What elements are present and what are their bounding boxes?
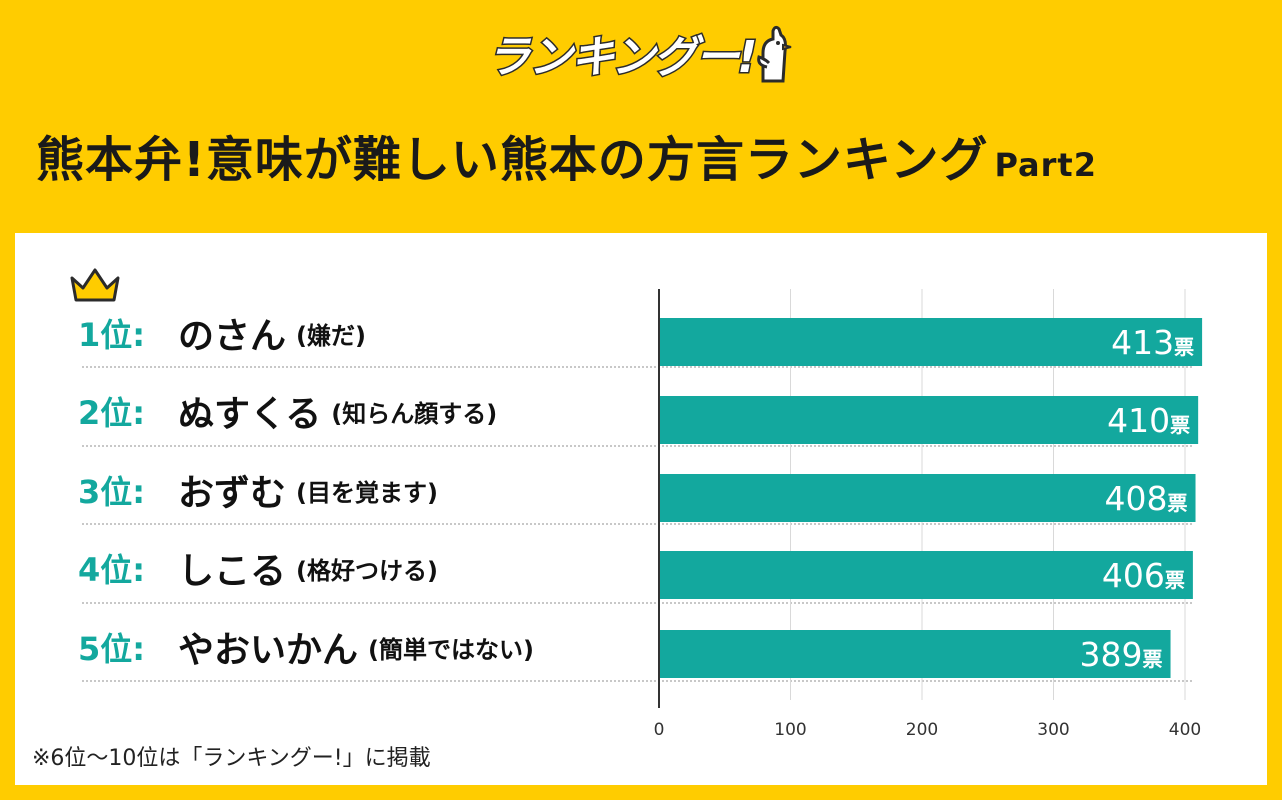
x-tick-label: 400 [1169,720,1201,740]
ranking-row-2: 2位: ぬすくる (知らん顔する) [78,372,497,450]
x-tick-label: 300 [1037,720,1069,740]
rank-label: 1位: [78,316,146,354]
dialect-meaning: (目を覚ます) [296,478,438,507]
footnote: ※6位〜10位は「ランキングー!」に掲載 [32,746,431,771]
title-main: 熊本弁!意味が難しい熊本の方言ランキング [36,132,989,188]
dialect-word: のさん [178,316,287,357]
bar [659,474,1196,522]
rank-label: 2位: [78,394,146,432]
title-suffix: Part2 [994,146,1097,184]
bar [659,630,1171,678]
row-divider [82,680,1192,682]
bar [659,318,1203,366]
crown-icon [70,268,120,302]
bar [659,551,1193,599]
row-divider [82,602,1192,604]
dialect-word: ぬすくる [178,394,322,435]
dialect-word: やおいかん [178,630,359,671]
logo: ランキングー! [0,18,1282,88]
x-tick-label: 0 [654,720,665,740]
chick-mascot-icon [757,25,792,83]
ranking-row-1: 1位: のさん (嫌だ) [78,294,366,372]
dialect-meaning: (嫌だ) [296,321,366,350]
row-divider [82,366,1192,368]
dialect-word: おずむ [178,473,287,514]
rank-label: 3位: [78,473,146,511]
bar-value-label: 413票 [1111,323,1194,362]
ranking-row-5: 5位: やおいかん (簡単ではない) [78,608,534,686]
ranking-row-4: 4位: しこる (格好つける) [78,529,438,607]
dialect-meaning: (格好つける) [296,556,438,585]
rank-label: 4位: [78,551,146,589]
dialect-meaning: (知らん顔する) [331,399,498,428]
row-divider [82,445,1192,447]
bar-value-label: 410票 [1107,401,1190,440]
rank-label: 5位: [78,630,146,668]
bar-value-label: 389票 [1080,635,1163,674]
ranking-row-3: 3位: おずむ (目を覚ます) [78,451,438,529]
bar [659,396,1199,444]
bar-value-label: 408票 [1105,479,1188,518]
x-tick-label: 200 [906,720,938,740]
logo-text: ランキングー! [485,31,759,85]
page-title: 熊本弁!意味が難しい熊本の方言ランキング Part2 [36,120,1097,190]
dialect-meaning: (簡単ではない) [368,635,534,664]
x-tick-label: 100 [774,720,806,740]
dialect-word: しこる [178,551,287,592]
row-divider [82,523,1192,525]
bar-value-label: 406票 [1102,556,1185,595]
